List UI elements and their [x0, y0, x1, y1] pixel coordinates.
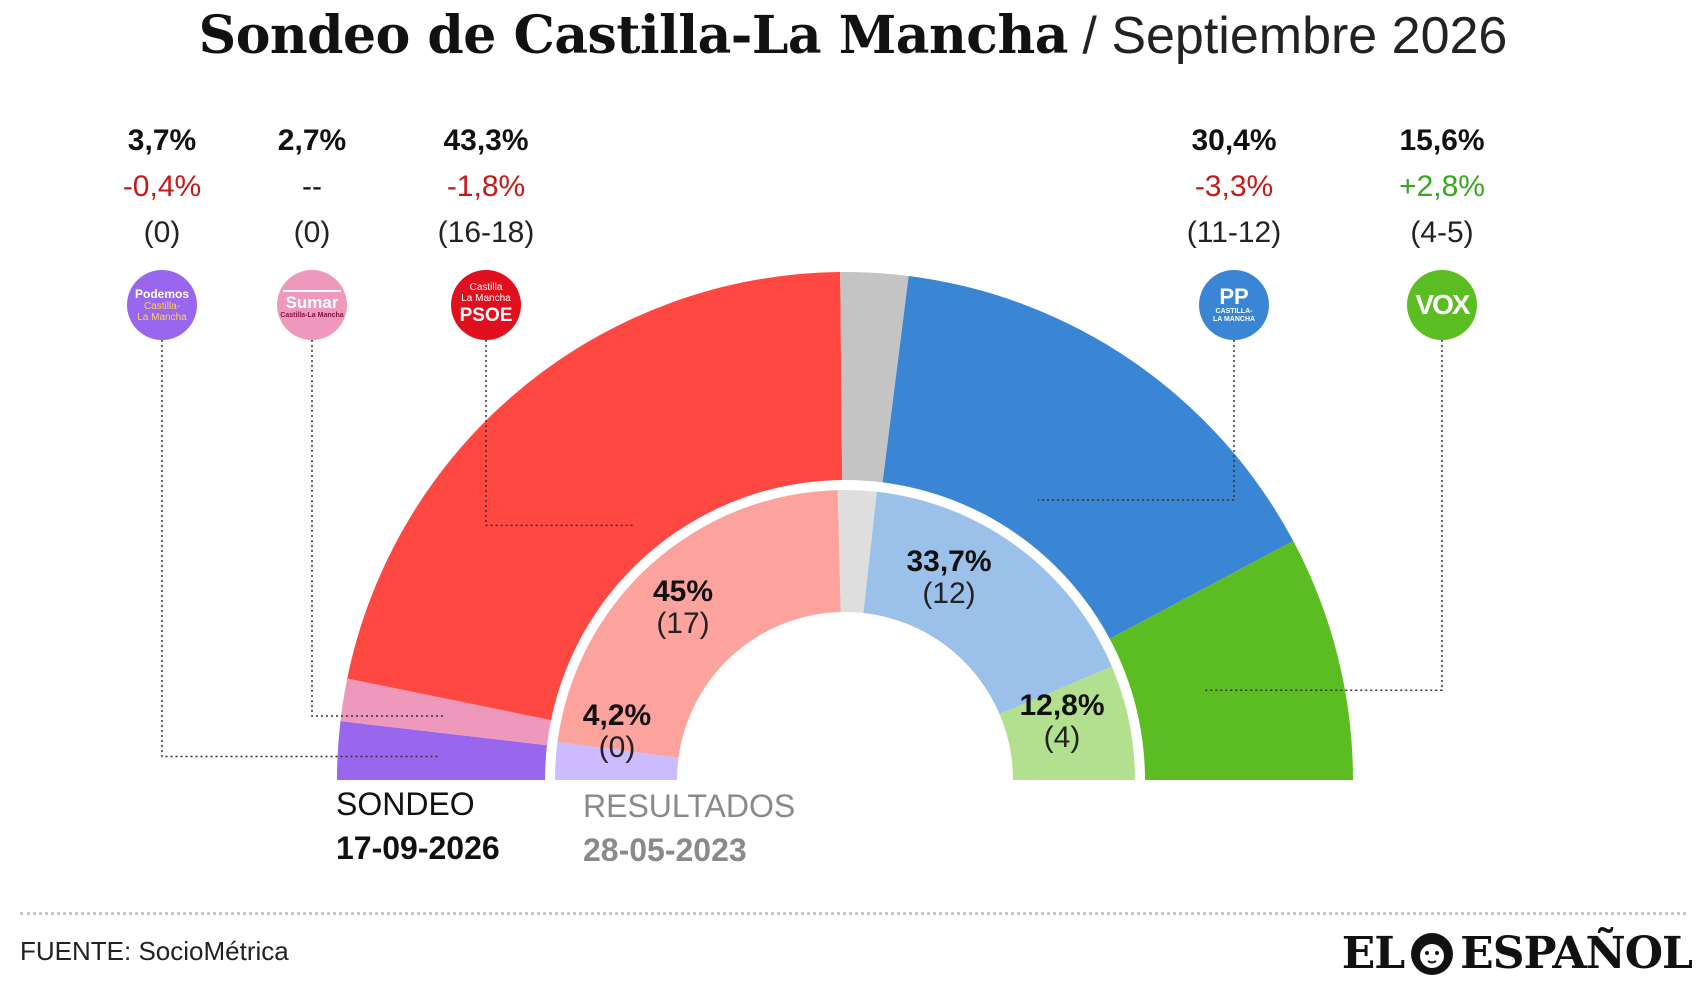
party-change-sumar: -- — [302, 170, 322, 203]
party-seats-pp: (11-12) — [1186, 216, 1282, 249]
outer-slice-vox — [1109, 540, 1353, 780]
outer-slice-podemos — [337, 721, 548, 780]
podemos-logo-text-2: Castilla- — [143, 300, 181, 312]
inner-slice-podemos — [555, 741, 679, 780]
party-change-podemos: -0,4% — [122, 170, 202, 203]
party-seats-podemos: (0) — [143, 216, 181, 249]
pp-logo-text-2: CASTILLA- — [1215, 308, 1253, 315]
pp-logo-text-1: PP — [1219, 284, 1249, 309]
psoe-logo-text-2: La Mancha — [461, 293, 511, 304]
lion-head-icon — [1411, 932, 1454, 975]
outer-ring-poll — [337, 272, 1353, 780]
party-pct-sumar: 2,7% — [277, 124, 347, 157]
party-block-pp: 30,4% -3,3% (11-12) — [1144, 118, 1324, 256]
podemos-logo-text-1: Podemos — [134, 286, 189, 301]
leader-line-pp — [1037, 340, 1235, 501]
chart-title: Sondeo de Castilla-La Mancha / Septiembr… — [0, 4, 1706, 68]
vox-logo-icon: VOX — [1407, 270, 1477, 340]
psoe-logo-text-3: PSOE — [459, 305, 513, 326]
inner-label-pp: 33,7% (12) — [879, 546, 1019, 610]
inner-label-podemos: 4,2% (0) — [547, 700, 687, 764]
leader-line-sumar — [311, 340, 446, 717]
inner-seats-podemos: (0) — [598, 731, 636, 764]
party-seats-psoe: (16-18) — [437, 216, 535, 249]
legend-results: RESULTADOS 28-05-2023 — [583, 784, 795, 872]
vox-logo-text: VOX — [1415, 289, 1470, 320]
inner-ring-results — [555, 490, 1135, 780]
brand-text-right: ESPAÑOL — [1460, 928, 1693, 979]
psoe-logo-text-1: Castilla — [469, 282, 503, 293]
podemos-logo-icon: Podemos Castilla- La Mancha — [127, 270, 197, 340]
sumar-logo-icon: Sumar Castilla-La Mancha — [277, 270, 347, 340]
title-subtitle: Septiembre 2026 — [1111, 7, 1508, 65]
legend-results-label: RESULTADOS — [583, 788, 796, 824]
leader-line-podemos — [161, 340, 441, 758]
legend-poll-date: 17-09-2026 — [336, 830, 500, 866]
inner-seats-psoe: (17) — [656, 607, 710, 640]
inner-pct-psoe: 45% — [652, 575, 714, 608]
outer-slice-psoe — [347, 272, 843, 721]
brand-text-left: EL — [1341, 928, 1405, 979]
leader-line-vox — [1203, 340, 1443, 691]
party-block-psoe: 43,3% -1,8% (16-18) — [396, 118, 576, 256]
party-seats-sumar: (0) — [293, 216, 331, 249]
party-change-pp: -3,3% — [1194, 170, 1274, 203]
party-change-vox: +2,8% — [1399, 170, 1485, 203]
outer-slice-pp — [882, 276, 1294, 639]
title-separator: / — [1067, 7, 1112, 65]
party-block-vox: 15,6% +2,8% (4-5) — [1352, 118, 1532, 256]
party-pct-psoe: 43,3% — [443, 124, 529, 157]
inner-seats-vox: (4) — [1043, 721, 1081, 754]
inner-slice-psoe — [557, 490, 841, 758]
party-seats-vox: (4-5) — [1410, 216, 1474, 249]
inner-seats-pp: (12) — [922, 577, 976, 610]
sumar-logo-text-2: Castilla-La Mancha — [280, 312, 344, 319]
sumar-logo-bar — [283, 290, 341, 292]
legend-poll: SONDEO 17-09-2026 — [336, 782, 500, 870]
legend-poll-label: SONDEO — [336, 786, 475, 822]
leader-line-psoe — [485, 340, 636, 527]
party-pct-podemos: 3,7% — [127, 124, 197, 157]
leader-lines — [161, 340, 1443, 758]
pp-logo-icon: PP CASTILLA- LA MANCHA — [1199, 270, 1269, 340]
legend-results-date: 28-05-2023 — [583, 832, 747, 868]
footer-divider — [20, 912, 1686, 915]
party-block-podemos: 3,7% -0,4% (0) — [72, 118, 252, 256]
party-pct-vox: 15,6% — [1399, 124, 1485, 157]
party-pct-pp: 30,4% — [1191, 124, 1277, 157]
inner-slice-pp — [863, 491, 1112, 715]
source-text: FUENTE: SocioMétrica — [20, 936, 289, 966]
inner-label-psoe: 45% (17) — [613, 576, 753, 640]
psoe-logo-icon: Castilla La Mancha PSOE — [451, 270, 521, 340]
inner-pct-pp: 33,7% — [906, 545, 992, 578]
pp-logo-text-3: LA MANCHA — [1212, 316, 1256, 323]
inner-pct-podemos: 4,2% — [582, 699, 652, 732]
inner-slice-vox — [999, 666, 1135, 780]
outer-slice-sumar — [340, 678, 552, 746]
brand-logo: EL ESPAÑOL — [1341, 928, 1693, 979]
inner-label-vox: 12,8% (4) — [992, 690, 1132, 754]
title-main: Sondeo de Castilla-La Mancha — [198, 5, 1069, 66]
party-block-sumar: 2,7% -- (0) — [222, 118, 402, 256]
party-change-psoe: -1,8% — [446, 170, 526, 203]
sumar-logo-text-1: Sumar — [285, 293, 339, 312]
inner-slice-otros — [837, 490, 877, 614]
inner-pct-vox: 12,8% — [1019, 689, 1105, 722]
outer-slice-otros — [840, 272, 909, 483]
podemos-logo-text-3: La Mancha — [137, 311, 187, 323]
